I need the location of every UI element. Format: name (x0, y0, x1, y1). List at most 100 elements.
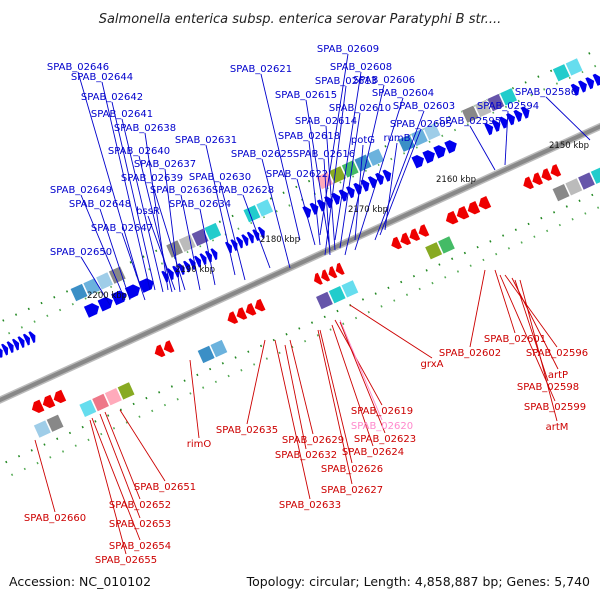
forward-gene-connector (205, 144, 236, 276)
track-tick (469, 264, 472, 267)
genome-backbone (0, 124, 600, 403)
forward-gene-label: SPAB_02638 (114, 123, 176, 134)
track-tick (310, 321, 314, 324)
track-tick (591, 193, 594, 197)
track-tick (495, 252, 498, 256)
track-tick (456, 270, 460, 273)
track-tick (237, 227, 240, 230)
track-tick (119, 408, 123, 411)
forward-gene-label: SPAB_02641 (91, 109, 153, 120)
track-tick (514, 228, 517, 231)
forward-gene-arrow (498, 116, 508, 129)
forward-gene-connector (151, 182, 186, 291)
forward-gene-label: SPAB_02615 (275, 90, 337, 101)
forward-gene-arrow (210, 248, 218, 261)
track-tick (444, 276, 447, 279)
reverse-gene-arrow (523, 176, 534, 190)
forward-gene-arrow (302, 206, 312, 219)
track-tick (14, 313, 18, 316)
forward-gene-arrow (183, 260, 191, 273)
track-tick (214, 380, 218, 384)
track-tick (390, 157, 393, 161)
forward-gene-connector (147, 215, 176, 291)
forward-gene-label: SPAB_02647 (91, 223, 153, 234)
reverse-gene-label: SPAB_02652 (109, 500, 171, 511)
track-tick (387, 286, 390, 290)
track-tick (384, 145, 387, 148)
forward-gene-arrow (235, 236, 243, 249)
track-tick (367, 310, 370, 314)
forward-gene-arrow (422, 150, 435, 164)
track-tick (74, 444, 77, 447)
forward-gene-connector (144, 132, 169, 291)
track-tick (253, 363, 256, 366)
track-tick (558, 223, 561, 227)
reverse-gene-connector (189, 359, 200, 439)
reverse-gene-arrow (245, 303, 257, 316)
forward-gene-arrow (257, 226, 265, 239)
forward-feature-block (552, 63, 571, 83)
track-tick (448, 116, 451, 119)
forward-gene-arrow (382, 169, 392, 182)
track-tick (364, 169, 367, 172)
track-tick (453, 128, 457, 132)
reverse-gene-label: artP (548, 370, 568, 381)
track-tick (259, 344, 263, 348)
track-tick (275, 210, 278, 213)
gene-label-connectors (34, 53, 591, 555)
track-tick (269, 197, 272, 200)
reverse-gene-connector (91, 417, 141, 541)
ruler-label: 2170 kbp (348, 205, 388, 215)
forward-gene-arrow (241, 234, 249, 246)
track-tick (393, 299, 396, 302)
forward-gene-connector (325, 125, 336, 251)
forward-feature-block (397, 133, 416, 153)
reverse-gene-connector (331, 324, 374, 447)
track-tick (30, 449, 33, 452)
track-tick (565, 205, 568, 208)
track-tick (435, 121, 438, 125)
ruler-label: 2150 kbp (549, 141, 589, 151)
reverse-gene-connector (274, 339, 311, 500)
reverse-feature-block (78, 398, 98, 418)
reverse-feature-block (424, 241, 443, 261)
forward-gene-connector (384, 142, 398, 231)
track-tick (282, 191, 285, 194)
track-tick (466, 122, 469, 126)
reverse-gene-label: SPAB_02620 (351, 421, 413, 432)
track-tick (138, 415, 141, 418)
track-tick (40, 301, 43, 305)
forward-gene-arrow (252, 229, 260, 241)
forward-gene-arrow (138, 278, 154, 293)
track-tick (405, 293, 409, 296)
track-tick (278, 351, 281, 355)
forward-feature-block (328, 165, 347, 185)
track-tick (428, 140, 431, 143)
reverse-gene-arrow (467, 201, 481, 215)
track-tick (189, 392, 192, 395)
reverse-feature-block (209, 339, 229, 359)
track-tick (158, 391, 161, 394)
track-tick (8, 331, 11, 335)
track-tick (163, 403, 167, 407)
track-tick (27, 307, 30, 311)
track-tick (584, 212, 587, 215)
forward-gene-label: SPAB_02640 (108, 146, 170, 157)
track-tick (339, 181, 342, 184)
track-tick (148, 268, 151, 271)
reverse-gene-arrow (321, 269, 331, 282)
track-tick (231, 214, 234, 218)
reverse-feature-block (340, 279, 360, 299)
forward-gene-connector (319, 53, 349, 236)
forward-gene-label: SPAB_02609 (317, 44, 379, 55)
ruler-label: 2200 kbp (87, 291, 127, 301)
track-tick (571, 218, 574, 221)
reverse-gene-connector (494, 269, 516, 334)
track-tick (227, 374, 230, 378)
track-tick (482, 258, 485, 262)
forward-gene-label: SPAB_02644 (71, 72, 133, 83)
track-tick (351, 175, 355, 178)
forward-gene-connector (334, 71, 362, 241)
forward-gene-label: SPAB_02594 (477, 101, 539, 112)
